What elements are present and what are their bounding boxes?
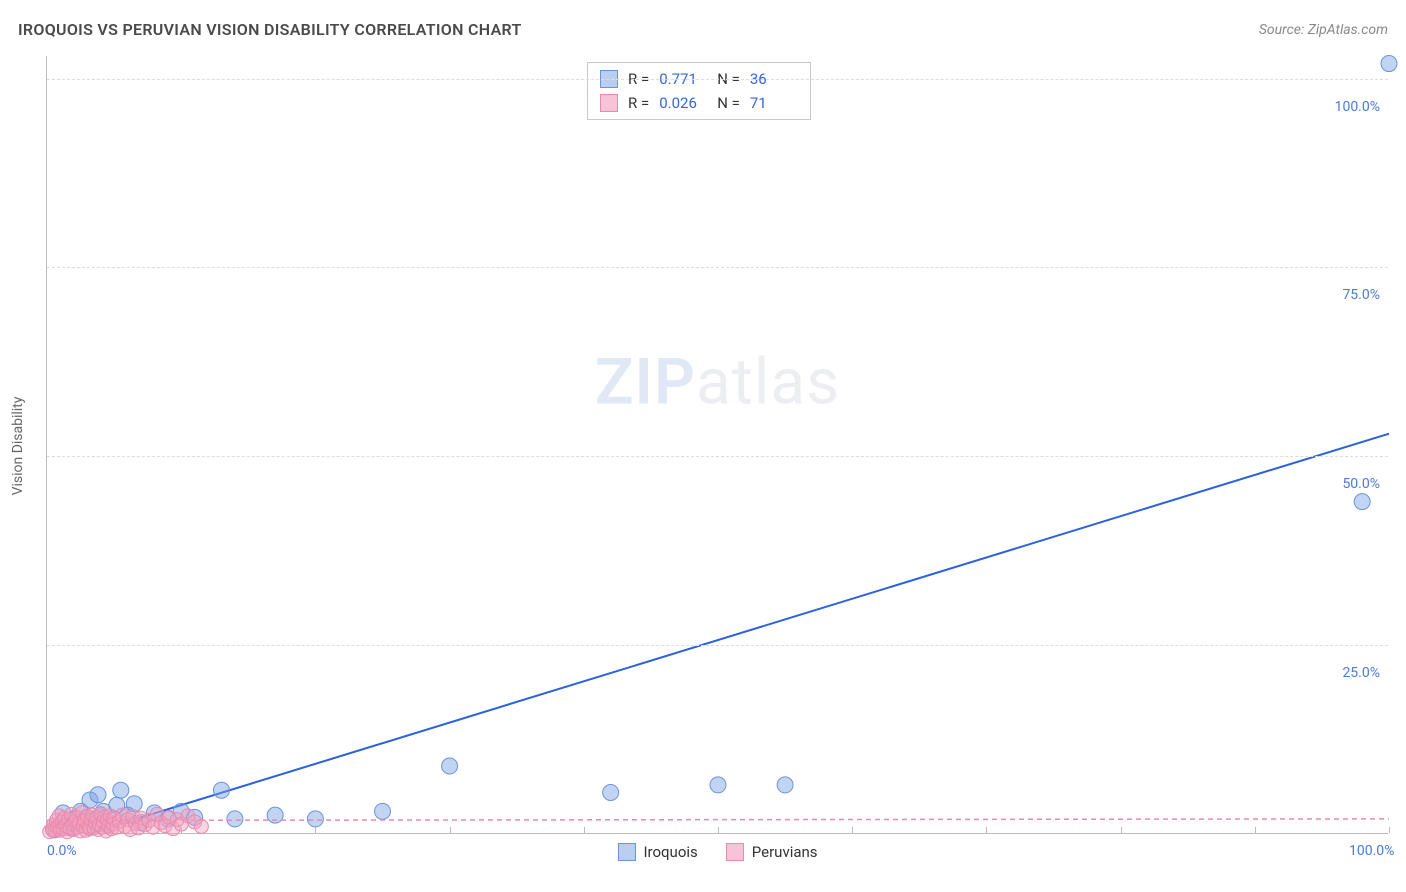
regression-line-iroquois xyxy=(87,434,1389,834)
regression-line-peruvians xyxy=(47,819,1389,821)
scatter-point xyxy=(227,811,243,827)
x-axis-tick xyxy=(718,827,719,833)
stats-row-peruvians: R = 0.026 N = 71 xyxy=(600,91,798,115)
y-tick-label: 25.0% xyxy=(1342,665,1380,681)
x-axis-tick xyxy=(852,827,853,833)
chart-source: Source: ZipAtlas.com xyxy=(1259,22,1388,38)
chart-title: IROQUOIS VS PERUVIAN VISION DISABILITY C… xyxy=(18,20,522,39)
legend-swatch-iroquois xyxy=(617,843,635,861)
x-axis-tick xyxy=(1255,827,1256,833)
stat-label-n2: N = xyxy=(717,91,740,115)
x-axis-tick xyxy=(450,827,451,833)
x-axis-tick xyxy=(1389,827,1390,833)
chart-header: IROQUOIS VS PERUVIAN VISION DISABILITY C… xyxy=(18,20,1388,39)
scatter-point xyxy=(1354,494,1370,510)
scatter-point xyxy=(777,777,793,793)
grid-line xyxy=(47,267,1388,268)
scatter-point xyxy=(307,811,323,827)
x-axis-tick xyxy=(315,827,316,833)
y-tick-label: 75.0% xyxy=(1342,287,1380,303)
grid-line xyxy=(47,645,1388,646)
scatter-point xyxy=(1381,56,1397,72)
y-tick-label: 100.0% xyxy=(1335,99,1380,115)
scatter-point xyxy=(213,782,229,798)
swatch-peruvians xyxy=(600,94,618,112)
correlation-stats-box: R = 0.771 N = 36 R = 0.026 N = 71 xyxy=(587,62,811,120)
x-axis-tick xyxy=(1121,827,1122,833)
y-tick-label: 50.0% xyxy=(1342,476,1380,492)
stat-label-r2: R = xyxy=(628,91,649,115)
x-axis-tick xyxy=(181,827,182,833)
grid-line xyxy=(47,456,1388,457)
x-axis-tick xyxy=(986,827,987,833)
x-axis-tick xyxy=(47,827,48,833)
stat-n-peruvians: 71 xyxy=(750,91,798,115)
legend-label-peruvians: Peruvians xyxy=(752,843,818,861)
legend-label-iroquois: Iroquois xyxy=(643,843,697,861)
x-tick-label: 100.0% xyxy=(1349,843,1394,859)
x-axis-tick xyxy=(584,827,585,833)
legend-item-iroquois: Iroquois xyxy=(617,843,697,861)
legend-swatch-peruvians xyxy=(726,843,744,861)
scatter-point xyxy=(603,784,619,800)
scatter-plot-svg xyxy=(47,56,1388,833)
y-axis-label: Vision Disability xyxy=(10,397,26,496)
x-tick-label: 0.0% xyxy=(47,843,77,859)
scatter-point xyxy=(442,758,458,774)
stat-r-peruvians: 0.026 xyxy=(659,91,707,115)
legend-item-peruvians: Peruvians xyxy=(726,843,818,861)
scatter-point xyxy=(194,819,208,833)
scatter-point xyxy=(90,787,106,803)
scatter-point xyxy=(710,777,726,793)
grid-line xyxy=(47,79,1388,80)
chart-plot-area: ZIPatlas R = 0.771 N = 36 R = 0.026 N = … xyxy=(46,56,1388,834)
scatter-point xyxy=(113,782,129,798)
legend-bottom: Iroquois Peruvians xyxy=(617,843,817,861)
scatter-point xyxy=(375,803,391,819)
